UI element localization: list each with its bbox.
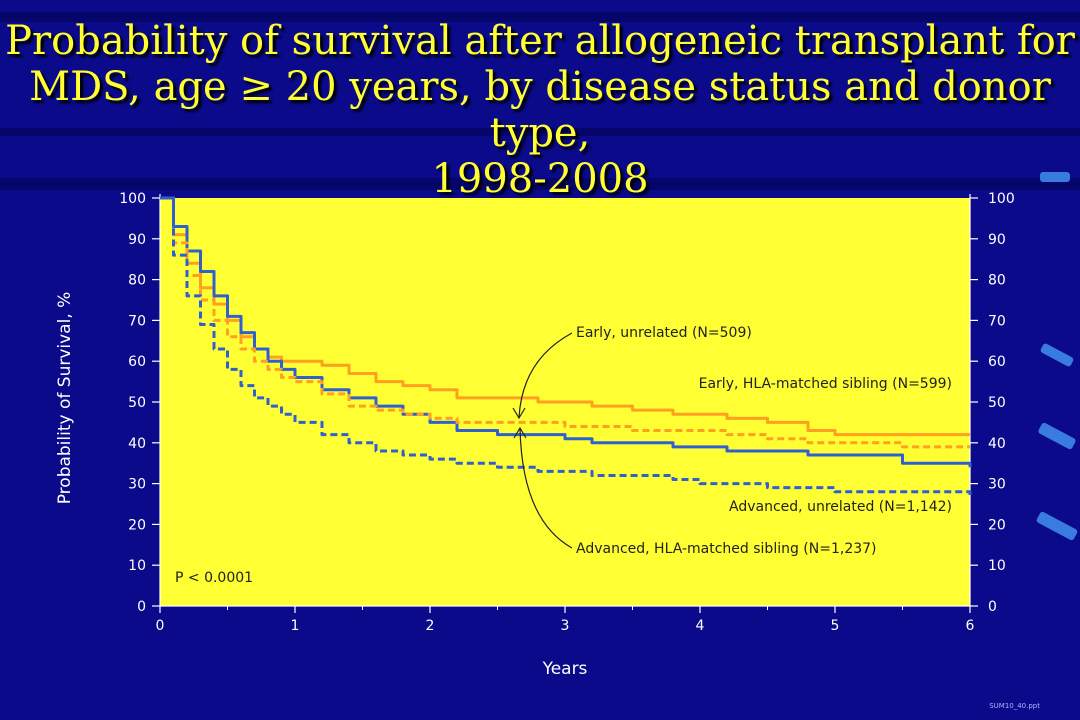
title-line-1: Probability of survival after allogeneic… bbox=[5, 18, 1075, 64]
background-stripe bbox=[0, 128, 1080, 136]
label-early-unrelated: Early, unrelated (N=509) bbox=[576, 325, 752, 341]
background-stripe bbox=[0, 12, 1080, 22]
y-tick-label-right: 50 bbox=[988, 395, 1006, 411]
x-tick-label: 5 bbox=[831, 618, 840, 634]
y-tick-label-right: 40 bbox=[988, 436, 1006, 452]
annotations: P < 0.0001 Early, unrelated (N=509) Earl… bbox=[175, 325, 952, 586]
footnote: SUM10_40.ppt bbox=[989, 702, 1040, 710]
y-tick-label-left: 60 bbox=[128, 354, 146, 370]
x-tick-label: 3 bbox=[561, 618, 570, 634]
y-tick-label-left: 70 bbox=[128, 313, 146, 329]
arrowhead-advanced-sibling bbox=[513, 426, 527, 439]
y-tick-label-right: 30 bbox=[988, 477, 1006, 493]
x-tick-label: 4 bbox=[696, 618, 705, 634]
x-axis-title: Years bbox=[542, 659, 588, 679]
p-value-annotation: P < 0.0001 bbox=[175, 570, 253, 586]
series-line-4 bbox=[160, 196, 972, 496]
label-early-sibling: Early, HLA-matched sibling (N=599) bbox=[699, 376, 952, 392]
series-layer bbox=[160, 196, 972, 496]
series-line-2 bbox=[160, 196, 972, 468]
y-tick-label-left: 10 bbox=[128, 558, 146, 574]
x-tick-label: 1 bbox=[291, 618, 300, 634]
background-accent bbox=[1040, 172, 1070, 182]
label-advanced-sibling: Advanced, HLA-matched sibling (N=1,237) bbox=[576, 541, 877, 557]
y-tick-label-left: 50 bbox=[128, 395, 146, 411]
title-line-2: MDS, age ≥ 20 years, by disease status a… bbox=[29, 64, 1051, 156]
x-tick-label: 2 bbox=[426, 618, 435, 634]
y-tick-label-left: 80 bbox=[128, 273, 146, 289]
title-line-3: 1998-2008 bbox=[431, 156, 649, 202]
y-tick-label-right: 80 bbox=[988, 273, 1006, 289]
y-tick-label-left: 100 bbox=[119, 191, 146, 207]
pointer-advanced-sibling bbox=[519, 427, 573, 549]
y-tick-label-left: 30 bbox=[128, 477, 146, 493]
y-tick-label-right: 10 bbox=[988, 558, 1006, 574]
slide-title: Probability of survival after allogeneic… bbox=[0, 18, 1080, 202]
y-tick-label-left: 20 bbox=[128, 517, 146, 533]
y-tick-label-right: 70 bbox=[988, 313, 1006, 329]
y-tick-label-right: 90 bbox=[988, 232, 1006, 248]
arrowhead-early-unrelated bbox=[512, 407, 526, 420]
y-tick-label-left: 90 bbox=[128, 232, 146, 248]
pointer-early-unrelated bbox=[518, 332, 573, 419]
x-tick-label: 6 bbox=[966, 618, 975, 634]
y-tick-label-right: 100 bbox=[988, 191, 1015, 207]
y-tick-label-right: 0 bbox=[988, 599, 997, 615]
background-stripe bbox=[0, 178, 1080, 190]
label-advanced-unrelated: Advanced, unrelated (N=1,142) bbox=[729, 499, 952, 515]
y-tick-label-left: 0 bbox=[137, 599, 146, 615]
x-tick-label: 0 bbox=[156, 618, 165, 634]
y-tick-label-left: 40 bbox=[128, 436, 146, 452]
y-axis-title: Probability of Survival, % bbox=[55, 292, 75, 505]
y-tick-label-right: 60 bbox=[988, 354, 1006, 370]
series-line-1 bbox=[160, 196, 970, 437]
y-tick-label-right: 20 bbox=[988, 517, 1006, 533]
